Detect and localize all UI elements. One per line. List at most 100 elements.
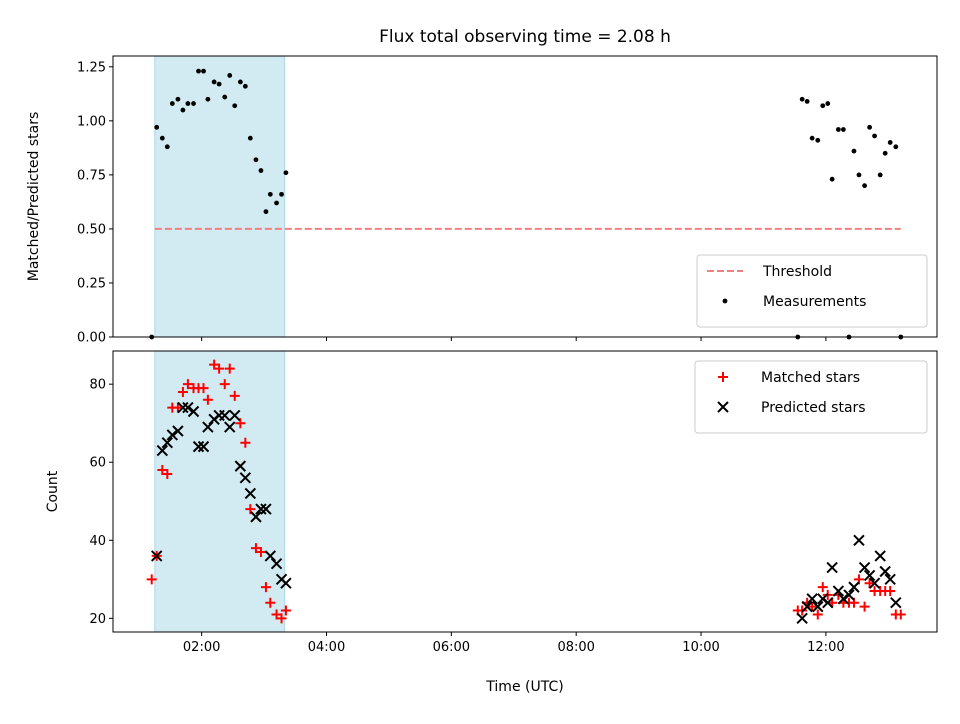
predicted-stars-point xyxy=(796,612,808,625)
y-tick-label: 40 xyxy=(89,534,106,549)
count-highlight-layer xyxy=(154,350,286,633)
measurements-point xyxy=(154,124,160,130)
count-panel: 02:00 04:00 06:00 08:00 10:00 12:00 20 40 60 80 C… xyxy=(45,350,938,655)
measurements-point xyxy=(809,135,815,141)
count-axes-frame xyxy=(112,350,938,633)
x-tick-label: 04:00 xyxy=(308,640,345,655)
ratio-legend: Threshold Measurements xyxy=(696,254,928,328)
ratio-panel: 0.00 0.25 0.50 0.75 1.00 1.25 Matched/Predict… xyxy=(26,55,938,346)
matched-stars-point xyxy=(224,363,235,374)
x-tick-label: 10:00 xyxy=(682,640,719,655)
legend-box xyxy=(696,254,928,328)
predicted-stars-point xyxy=(156,444,169,457)
count-ticks: 02:00 04:00 06:00 08:00 10:00 12:00 20 40 60 80 xyxy=(89,378,844,655)
predicted-stars-point xyxy=(843,589,855,601)
predicted-stars-point xyxy=(166,429,179,441)
predicted-stars-point xyxy=(270,557,283,570)
y-tick-label: 1.00 xyxy=(77,114,106,129)
matched-stars-point xyxy=(146,574,157,585)
y-tick-label: 20 xyxy=(89,612,106,627)
observing-span xyxy=(154,350,286,633)
predicted-stars-point xyxy=(879,565,891,578)
observing-span xyxy=(154,55,286,338)
predicted-stars-point xyxy=(812,600,824,613)
predicted-stars-point xyxy=(884,573,896,586)
predicted-stars-point xyxy=(264,550,277,562)
measurements-point xyxy=(820,103,826,109)
measurements-point xyxy=(815,137,821,143)
predicted-stars-point xyxy=(853,534,865,546)
predicted-stars-point xyxy=(229,409,241,422)
y-tick-label: 0.25 xyxy=(77,276,106,291)
predicted-stars-point xyxy=(202,421,214,433)
measurements-point xyxy=(258,168,264,173)
predicted-stars-point xyxy=(219,409,231,422)
y-tick-label: 0.50 xyxy=(77,222,106,237)
predicted-stars-point xyxy=(858,561,871,574)
measurements-point xyxy=(196,68,201,74)
predicted-stars-point xyxy=(848,581,860,593)
matched-stars-point xyxy=(162,468,173,479)
matched-stars-point xyxy=(198,383,209,394)
count-y-axis-label: Count xyxy=(45,470,61,512)
predicted-stars-point xyxy=(863,569,876,582)
predicted-stars-point xyxy=(150,550,163,562)
count-legend: Matched stars Predicted stars xyxy=(694,360,928,434)
predicted-stars-point xyxy=(234,460,247,472)
predicted-stars-point xyxy=(826,561,838,574)
measurements-point xyxy=(247,135,253,141)
measurements-point xyxy=(862,183,867,189)
measurements-point xyxy=(267,191,273,197)
measurements-point xyxy=(211,79,217,85)
predicted-stars-point xyxy=(187,405,200,418)
measurements-point xyxy=(191,101,196,106)
predicted-stars-point xyxy=(801,600,813,613)
predicted-stars-point xyxy=(806,593,818,605)
predicted-stars-point xyxy=(192,440,205,453)
measurements-point xyxy=(274,200,279,206)
ratio-axes-frame xyxy=(112,55,938,338)
measurements-point xyxy=(185,101,191,106)
measurements-point xyxy=(887,140,893,145)
matched-stars-point xyxy=(177,386,188,397)
x-tick-label: 08:00 xyxy=(557,640,594,655)
matched-stars-point xyxy=(864,578,875,589)
measurements-point xyxy=(856,172,862,178)
y-tick-label: 60 xyxy=(89,456,106,471)
measurements-point xyxy=(232,103,238,109)
predicted-stars-point xyxy=(832,585,845,597)
legend-label: Predicted stars xyxy=(761,400,866,416)
measurements-point xyxy=(829,176,835,182)
measurements-point xyxy=(227,73,233,78)
predicted-stars-point xyxy=(172,425,184,437)
legend-predicted-stars-swatch xyxy=(717,401,729,413)
predicted-stars-point xyxy=(255,503,267,515)
predicted-stars-point xyxy=(822,597,834,609)
measurements-point xyxy=(840,127,846,132)
measurements-point xyxy=(253,157,259,163)
matched-stars-point xyxy=(895,609,906,620)
matched-stars-point xyxy=(182,379,193,390)
legend-label: Measurements xyxy=(763,294,866,310)
measurements-point xyxy=(283,170,289,176)
measurements-point xyxy=(242,83,248,89)
measurements-point xyxy=(851,148,857,154)
predicted-stars-point xyxy=(161,437,174,449)
predicted-stars-point xyxy=(280,577,292,589)
measurements-point xyxy=(164,144,170,150)
measurements-point xyxy=(882,150,888,156)
predicted-stars-point xyxy=(197,440,210,453)
y-tick-label: 1.25 xyxy=(77,60,106,75)
matched-stars-point xyxy=(260,582,271,593)
measurements-point xyxy=(825,101,831,106)
matched-stars-point xyxy=(214,363,225,374)
measurements-point xyxy=(237,79,243,85)
ratio-ticks: 0.00 0.25 0.50 0.75 1.00 1.25 xyxy=(77,60,827,346)
matched-stars-point xyxy=(219,379,230,390)
matched-stars-point xyxy=(229,390,240,401)
measurements-point xyxy=(175,96,181,102)
x-tick-label: 06:00 xyxy=(433,640,470,655)
matched-stars-point xyxy=(240,437,251,448)
ratio-y-axis-label: Matched/Predicted stars xyxy=(26,112,42,282)
